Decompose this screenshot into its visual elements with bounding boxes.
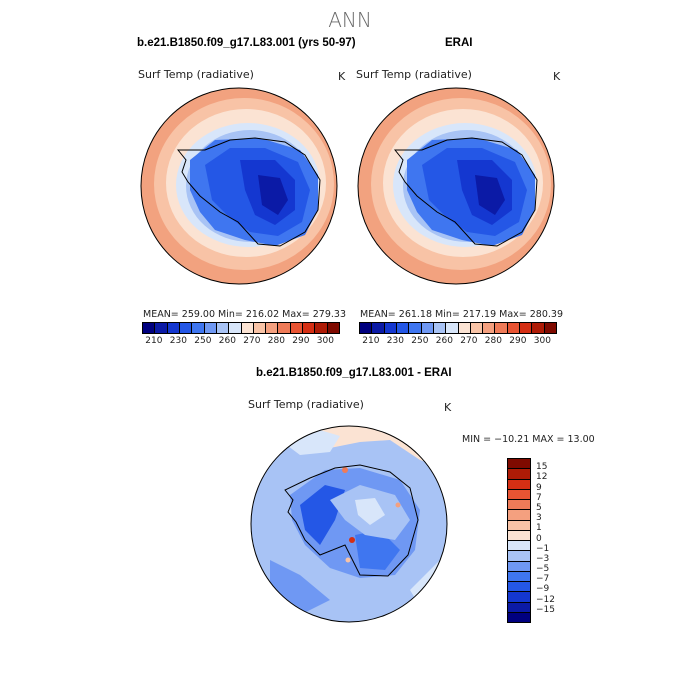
colorbar-swatch (315, 323, 328, 333)
colorbar-swatch (303, 323, 316, 333)
colorbar-swatch (360, 323, 373, 333)
panel2-colorbar (359, 322, 557, 334)
colorbar-tick-label: 300 (316, 336, 334, 346)
colorbar-swatch (508, 561, 530, 572)
colorbar-tick-label: −9 (536, 584, 550, 595)
colorbar-tick-label: 230 (386, 336, 404, 346)
colorbar-tick-label: 260 (435, 336, 453, 346)
colorbar-swatch (167, 323, 180, 333)
colorbar-tick-label: 260 (218, 336, 236, 346)
colorbar-swatch (508, 551, 530, 562)
panel1-colorbar (142, 322, 340, 334)
panel1-variable: Surf Temp (radiative) (138, 68, 254, 81)
colorbar-swatch (507, 323, 521, 333)
colorbar-swatch (446, 323, 459, 333)
diff-panel-variable: Surf Temp (radiative) (248, 398, 364, 411)
colorbar-tick-label: −5 (536, 564, 550, 575)
colorbar-tick-label: 7 (536, 492, 542, 503)
colorbar-tick-label: 290 (509, 336, 527, 346)
colorbar-tick-label: 5 (536, 502, 542, 513)
colorbar-swatch (396, 323, 410, 333)
colorbar-tick-label: −12 (536, 594, 555, 605)
colorbar-swatch (372, 323, 385, 333)
colorbar-swatch (508, 541, 530, 552)
colorbar-swatch (155, 323, 168, 333)
colorbar-swatch (179, 323, 193, 333)
colorbar-swatch (458, 323, 471, 333)
figure-title: ANN (328, 8, 372, 32)
colorbar-tick-label: −1 (536, 543, 550, 554)
colorbar-swatch (216, 323, 230, 333)
colorbar-swatch (508, 530, 530, 541)
colorbar-swatch (241, 323, 254, 333)
colorbar-swatch (495, 323, 508, 333)
panel1-title: b.e21.B1850.f09_g17.L83.001 (yrs 50-97) (137, 37, 356, 49)
colorbar-swatch (433, 323, 447, 333)
colorbar-tick-label: 12 (536, 472, 548, 483)
colorbar-swatch (384, 323, 397, 333)
diff-colorbar (507, 458, 531, 623)
panel2-title: ERAI (445, 37, 473, 49)
colorbar-swatch (508, 489, 530, 500)
colorbar-swatch (508, 500, 530, 511)
colorbar-swatch (508, 520, 530, 531)
diff-panel-unit: K (444, 401, 452, 414)
colorbar-swatch (290, 323, 304, 333)
colorbar-swatch (483, 323, 496, 333)
diff-minmax: MIN = −10.21 MAX = 13.00 (462, 434, 595, 445)
panel2-variable: Surf Temp (radiative) (356, 68, 472, 81)
colorbar-tick-label: 300 (533, 336, 551, 346)
colorbar-swatch (508, 459, 530, 470)
colorbar-tick-label: 250 (194, 336, 212, 346)
colorbar-tick-label: 0 (536, 533, 542, 544)
panel2-unit: K (553, 70, 561, 83)
colorbar-tick-label: 270 (243, 336, 261, 346)
colorbar-tick-label: −15 (536, 604, 555, 615)
colorbar-swatch (508, 582, 530, 593)
colorbar-tick-label: 230 (169, 336, 187, 346)
colorbar-tick-label: 210 (145, 336, 163, 346)
colorbar-swatch (421, 323, 434, 333)
colorbar-swatch (192, 323, 205, 333)
diff-panel-title: b.e21.B1850.f09_g17.L83.001 - ERAI (256, 367, 452, 379)
colorbar-swatch (508, 469, 530, 480)
colorbar-swatch (508, 602, 530, 613)
colorbar-swatch (204, 323, 217, 333)
colorbar-swatch (253, 323, 267, 333)
colorbar-tick-label: 3 (536, 513, 542, 524)
colorbar-tick-label: 280 (267, 336, 285, 346)
panel1-unit: K (338, 70, 346, 83)
colorbar-swatch (520, 323, 533, 333)
colorbar-swatch (143, 323, 156, 333)
colorbar-tick-label: −3 (536, 553, 550, 564)
colorbar-tick-label: −7 (536, 574, 550, 585)
colorbar-tick-label: 15 (536, 462, 548, 473)
colorbar-swatch (508, 571, 530, 582)
colorbar-swatch (508, 510, 530, 521)
colorbar-tick-label: 270 (460, 336, 478, 346)
panel2-stats: MEAN= 261.18 Min= 217.19 Max= 280.39 (360, 309, 564, 320)
colorbar-tick-label: 1 (536, 523, 542, 534)
colorbar-swatch (508, 612, 530, 622)
colorbar-tick-label: 9 (536, 482, 542, 493)
colorbar-swatch (532, 323, 545, 333)
colorbar-tick-label: 280 (484, 336, 502, 346)
colorbar-swatch (470, 323, 484, 333)
colorbar-swatch (544, 323, 556, 333)
colorbar-swatch (266, 323, 279, 333)
colorbar-tick-label: 250 (411, 336, 429, 346)
colorbar-swatch (508, 479, 530, 490)
colorbar-tick-label: 210 (362, 336, 380, 346)
colorbar-swatch (327, 323, 339, 333)
colorbar-swatch (229, 323, 242, 333)
colorbar-swatch (508, 592, 530, 603)
colorbar-swatch (278, 323, 291, 333)
colorbar-swatch (409, 323, 422, 333)
panel1-stats: MEAN= 259.00 Min= 216.02 Max= 279.33 (143, 309, 347, 320)
colorbar-tick-label: 290 (292, 336, 310, 346)
